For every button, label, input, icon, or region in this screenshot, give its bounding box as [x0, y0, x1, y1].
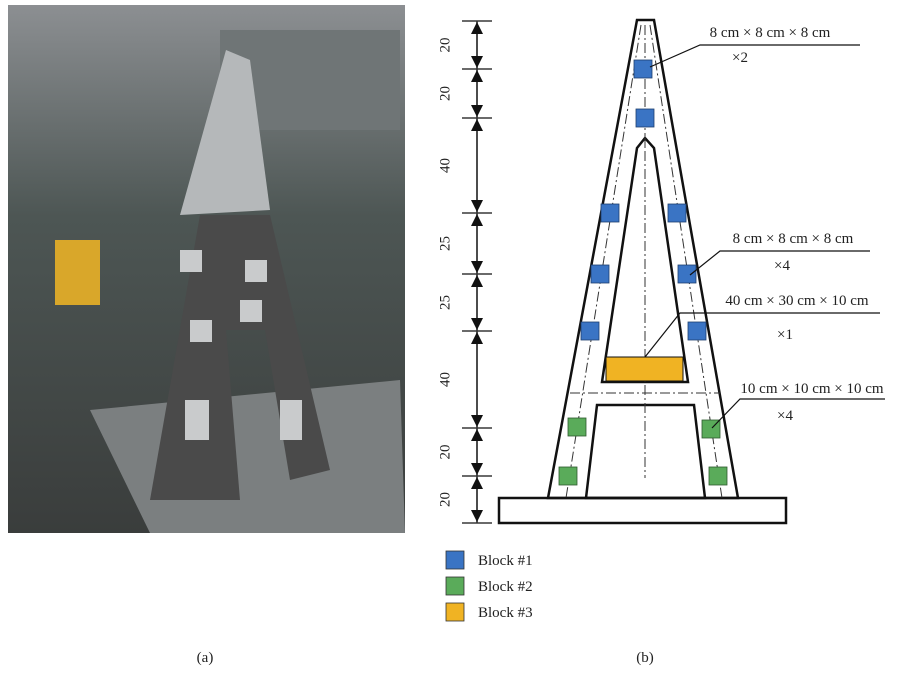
dimension-label: 20 [437, 445, 453, 460]
dimension-chain: 20 20 40 25 25 40 20 20 [437, 21, 492, 523]
block-count: ×4 [774, 258, 790, 274]
block-size: 8 cm × 8 cm × 8 cm [710, 25, 831, 41]
legend-swatch [446, 577, 464, 595]
block-count: ×4 [777, 408, 793, 424]
block-count: ×2 [732, 50, 748, 66]
photo [8, 5, 405, 533]
figure: 2020402525402020 8 cm × 8 cm × 8 cm×28 c… [0, 0, 913, 673]
legend-swatch [446, 551, 464, 569]
frame-drawing [499, 20, 885, 523]
dimension-label: 40 [437, 372, 453, 387]
dimension-label: 20 [437, 492, 453, 507]
legend-label: Block #3 [478, 605, 533, 621]
dimension-label: 40 [437, 158, 453, 173]
annotations: 8 cm × 8 cm × 8 cm ×2 8 cm × 8 cm × 8 cm ×4… [710, 25, 884, 424]
dimension-label: 20 [437, 86, 453, 101]
block-size: 40 cm × 30 cm × 10 cm [725, 293, 868, 309]
legend: Block #1 Block #2 Block #3 [446, 551, 533, 621]
legend-label: Block #1 [478, 553, 533, 569]
block-size: 10 cm × 10 cm × 10 cm [740, 381, 883, 397]
block-size: 8 cm × 8 cm × 8 cm [733, 231, 854, 247]
caption: (b) [636, 650, 654, 666]
dimension-label: 25 [437, 295, 453, 310]
block-count: ×1 [777, 327, 793, 343]
dimension-label: 25 [437, 236, 453, 251]
dimension-label: 20 [437, 38, 453, 53]
legend-label: Block #2 [478, 579, 533, 595]
caption: (a) [197, 650, 214, 666]
legend-swatch [446, 603, 464, 621]
